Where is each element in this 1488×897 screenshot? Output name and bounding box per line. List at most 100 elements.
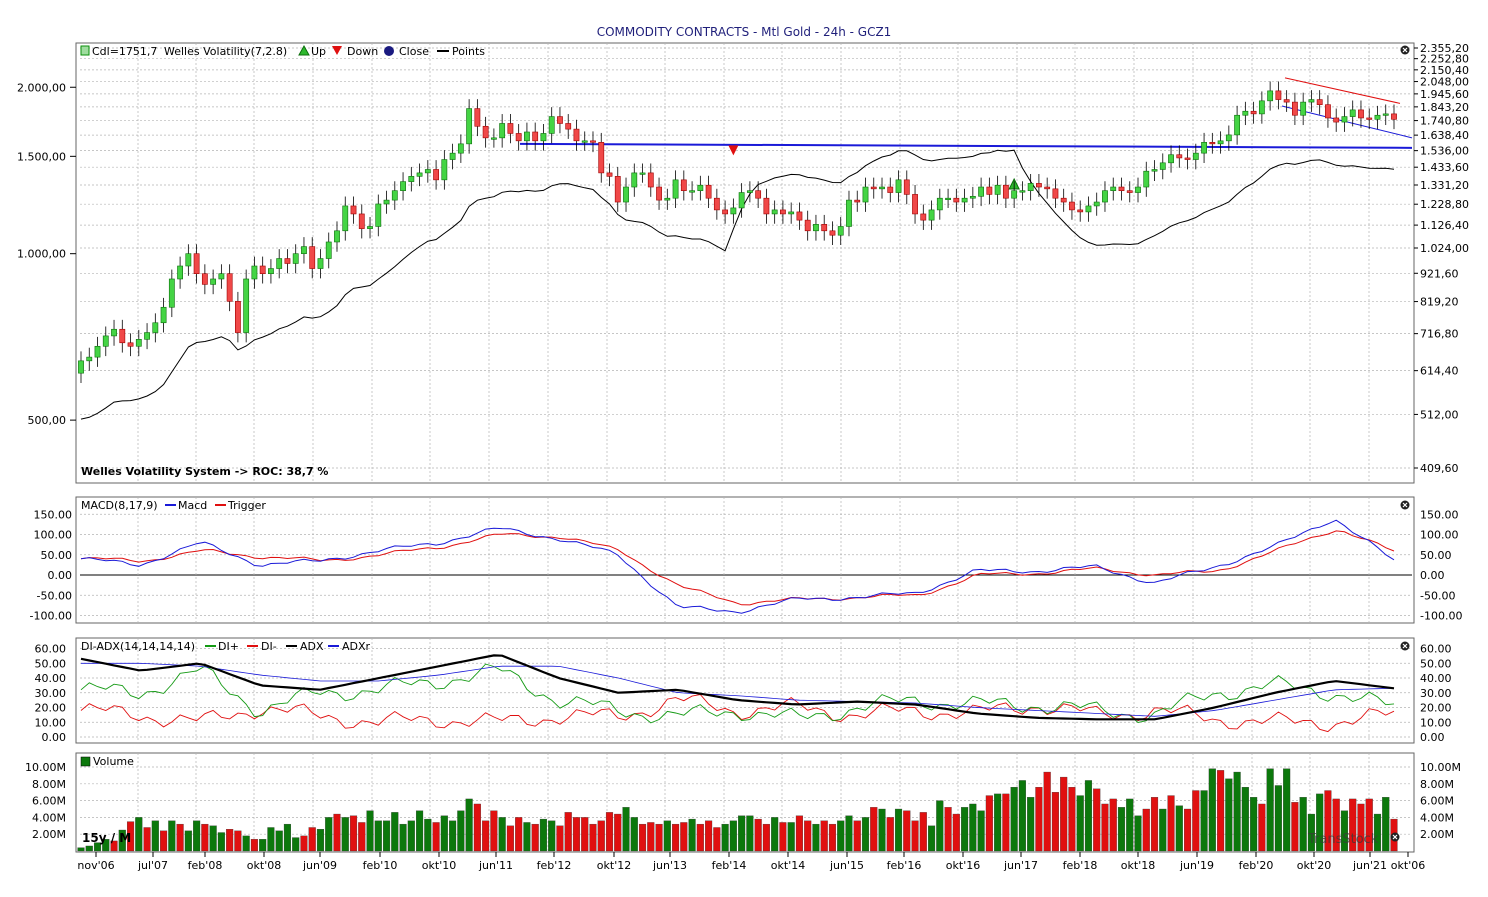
candle-down bbox=[680, 179, 687, 191]
candle-up bbox=[1242, 110, 1249, 116]
volume-bar-up bbox=[382, 820, 391, 852]
x-axis-label: jun'11 bbox=[478, 859, 513, 872]
macd-line bbox=[80, 519, 1395, 614]
diplus-line bbox=[80, 663, 1395, 724]
candle-up bbox=[581, 140, 588, 143]
price-close-button[interactable] bbox=[1400, 45, 1410, 55]
up-triangle-icon bbox=[298, 44, 310, 56]
candle-legend-icon bbox=[80, 45, 90, 56]
diminus-line bbox=[80, 694, 1395, 733]
candle-down bbox=[1184, 157, 1191, 160]
candle-up bbox=[218, 273, 225, 280]
candle-up bbox=[1019, 190, 1026, 193]
volume-bar-up bbox=[366, 810, 374, 852]
volume-bar-down bbox=[333, 813, 341, 852]
candle-down bbox=[1250, 110, 1257, 115]
volume-bar-up bbox=[1299, 797, 1307, 852]
x-axis-label: jun'19 bbox=[1179, 859, 1214, 872]
volume-bar-down bbox=[572, 817, 581, 852]
volume-bar-down bbox=[754, 818, 762, 852]
candle-up bbox=[862, 186, 869, 203]
candle-up bbox=[1234, 114, 1241, 136]
candle-down bbox=[804, 219, 811, 232]
volume-bar-up bbox=[118, 829, 126, 852]
volume-bar-up bbox=[275, 830, 283, 852]
candle-up bbox=[135, 339, 142, 347]
volume-bar-down bbox=[638, 823, 647, 852]
candle-down bbox=[614, 176, 621, 203]
candle-up bbox=[210, 278, 217, 285]
volume-bar-up bbox=[771, 817, 779, 852]
candle-up bbox=[400, 181, 406, 191]
volume-bar-down bbox=[1324, 790, 1332, 852]
volume-bar-up bbox=[93, 842, 102, 852]
candle-up bbox=[738, 192, 745, 209]
volume-bar-down bbox=[201, 823, 209, 852]
x-axis-label: feb'10 bbox=[363, 859, 398, 872]
x-axis-label: okt'20 bbox=[1297, 859, 1331, 872]
candle-up bbox=[672, 179, 679, 199]
candle-down bbox=[763, 197, 770, 215]
system-footer-text: Welles Volatility System -> ROC: 38,7 % bbox=[81, 465, 328, 478]
volume-bar-up bbox=[77, 847, 85, 852]
volume-bar-down bbox=[952, 813, 960, 852]
volume-bar-up bbox=[85, 845, 93, 852]
volume-bar-up bbox=[1208, 768, 1216, 852]
price-right-tick-label: 921,60 bbox=[1420, 267, 1459, 280]
adx-legend-name: DI-ADX(14,14,14,14) bbox=[81, 640, 195, 653]
macd-right-tick-label: -100.00 bbox=[1420, 610, 1462, 623]
candle-up bbox=[1349, 109, 1356, 117]
x-axis-label: feb'16 bbox=[887, 859, 922, 872]
x-axis-label: jun'15 bbox=[829, 859, 864, 872]
close-x-mark bbox=[1402, 643, 1408, 649]
candle-up bbox=[160, 306, 167, 324]
candle-up bbox=[895, 179, 902, 193]
candle-down bbox=[887, 186, 894, 193]
candle-up bbox=[928, 209, 935, 221]
price-right-tick-label: 2.355,20 bbox=[1420, 42, 1469, 55]
candle-up bbox=[1382, 113, 1389, 116]
candle-up bbox=[945, 197, 951, 200]
volume-bar-down bbox=[1192, 790, 1200, 852]
x-axis-label: jun'17 bbox=[1003, 859, 1038, 872]
adx-left-tick-label: 60.00 bbox=[35, 643, 67, 656]
price-right-tick-label: 1.228,80 bbox=[1420, 198, 1469, 211]
volume-bar-up bbox=[861, 817, 870, 852]
macd-legend: MACD(8,17,9) Macd Trigger bbox=[81, 499, 266, 512]
macd-close-button[interactable] bbox=[1400, 500, 1410, 510]
volume-bar-down bbox=[1291, 802, 1299, 852]
volume-bar-up bbox=[193, 820, 201, 852]
volume-bar-up bbox=[424, 818, 432, 852]
candle-up bbox=[1110, 186, 1117, 191]
volume-bar-up bbox=[787, 822, 795, 852]
price-right-tick-label: 1.945,60 bbox=[1420, 88, 1469, 101]
welles-points-line bbox=[80, 149, 1395, 420]
volume-bar-down bbox=[556, 825, 564, 852]
candle-up bbox=[177, 265, 183, 280]
macd-legend-name: MACD(8,17,9) bbox=[81, 499, 158, 512]
volume-bar-down bbox=[1365, 798, 1373, 852]
price-left-tick-label: 2.000,00 bbox=[17, 81, 66, 94]
volume-bar-up bbox=[341, 817, 349, 852]
volume-close-button[interactable] bbox=[1390, 832, 1400, 842]
candle-up bbox=[268, 268, 274, 275]
adx-right-tick-label: 20.00 bbox=[1420, 702, 1452, 715]
volume-bar-up bbox=[663, 820, 671, 852]
volume-bar-up bbox=[961, 807, 969, 852]
adx-left-tick-label: 40.00 bbox=[35, 672, 67, 685]
candle-up bbox=[102, 335, 109, 347]
candle-down bbox=[598, 142, 605, 174]
price-right-tick-label: 2.048,00 bbox=[1420, 76, 1469, 89]
adx-close-button[interactable] bbox=[1400, 641, 1410, 651]
x-axis-label: feb'20 bbox=[1239, 859, 1274, 872]
candle-down bbox=[590, 140, 596, 143]
candle-up bbox=[837, 226, 844, 236]
candle-up bbox=[334, 230, 340, 243]
candle-up bbox=[936, 197, 943, 211]
volume-bar-down bbox=[506, 825, 514, 852]
x-axis: nov'06 jul'07 feb'08 okt'08 jun'09 feb'10 okt'… bbox=[77, 852, 1425, 872]
volume-bar-down bbox=[1109, 798, 1117, 852]
volume-bar-up bbox=[1126, 798, 1134, 852]
candle-down bbox=[796, 211, 803, 221]
